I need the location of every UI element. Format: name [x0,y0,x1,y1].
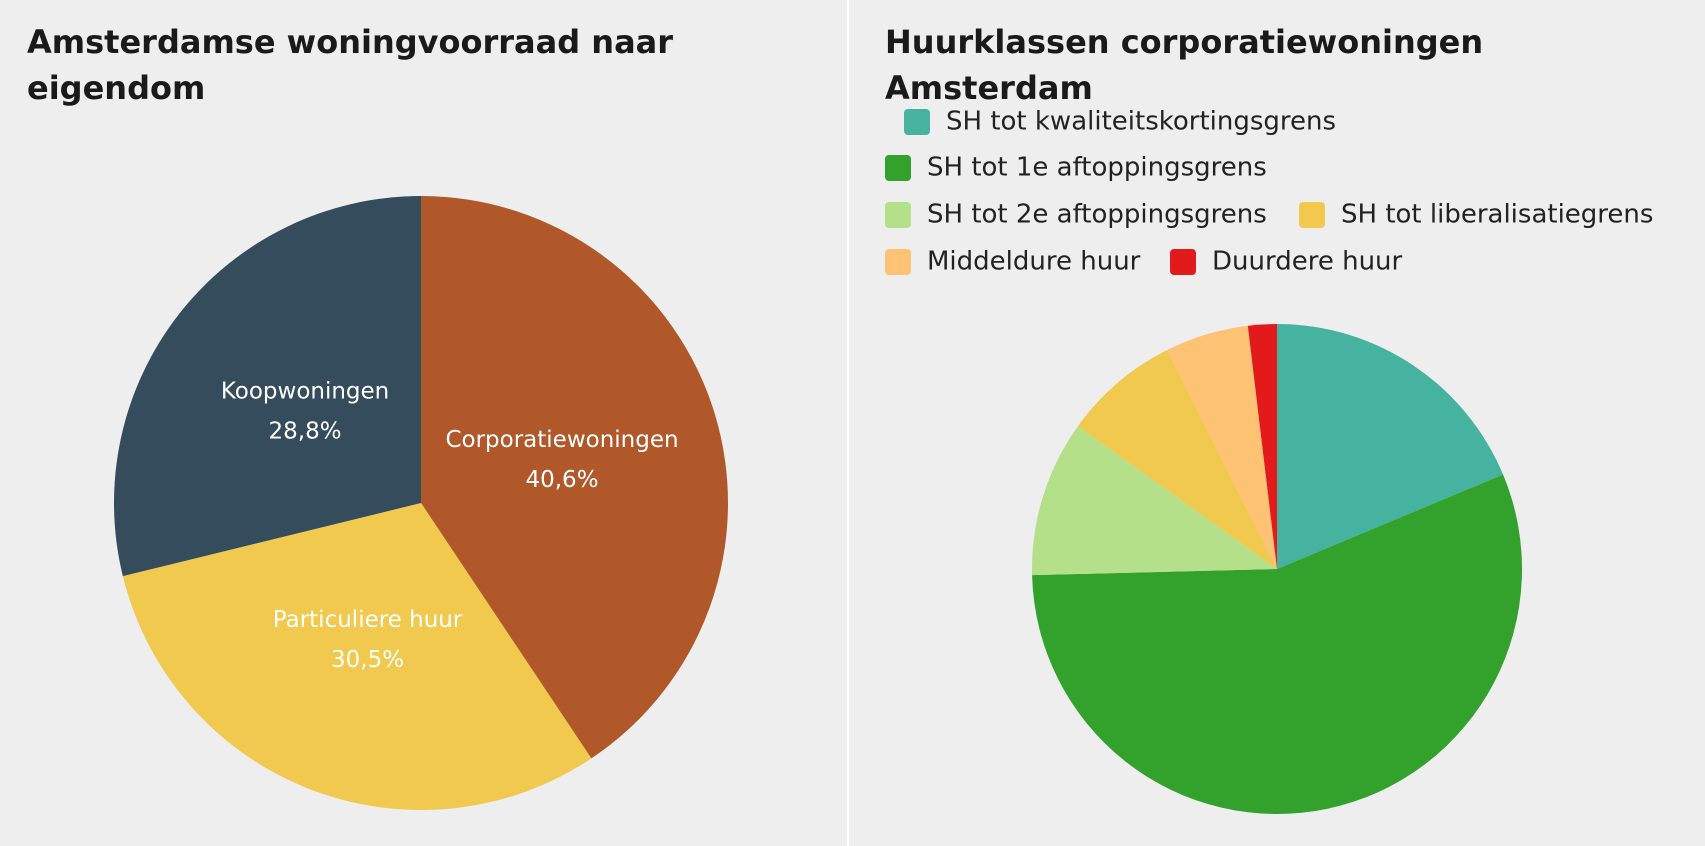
pie-slice [1032,426,1277,576]
legend-label: SH tot 1e aftoppingsgrens [927,153,1267,183]
slice-value-label: 28,8% [269,419,342,445]
pie-slice [1032,474,1522,815]
pie-slice [1247,324,1277,569]
legend-swatch [885,202,911,228]
pie-slice [1167,325,1277,569]
slice-value-label: 30,5% [331,647,404,673]
pie-slice [421,196,728,759]
legend-swatch [904,109,930,135]
slice-label: Corporatiewoningen [445,427,678,453]
pie-slice [122,503,592,810]
chart-title: Amsterdamse woningvoorraad naar eigendom [27,23,673,107]
slice-label: Koopwoningen [221,379,389,405]
legend-swatch [1170,249,1196,275]
pie-slice [113,196,421,577]
chart-title: Huurklassen corporatiewoningen Amsterdam [885,23,1483,107]
slice-value-label: 40,6% [525,467,598,493]
legend-swatch [1299,202,1325,228]
legend-swatch [885,155,911,181]
legend-label: SH tot liberalisatiegrens [1341,200,1653,230]
legend-label: SH tot kwaliteitskortingsgrens [946,107,1336,137]
legend-label: SH tot 2e aftoppingsgrens [927,200,1267,230]
pie-slice [1277,324,1504,569]
legend-swatch [885,249,911,275]
slice-label: Particuliere huur [273,607,463,633]
legend-label: Middeldure huur [927,247,1141,277]
legend-label: Duurdere huur [1212,247,1403,277]
pie-slice [1077,350,1277,569]
